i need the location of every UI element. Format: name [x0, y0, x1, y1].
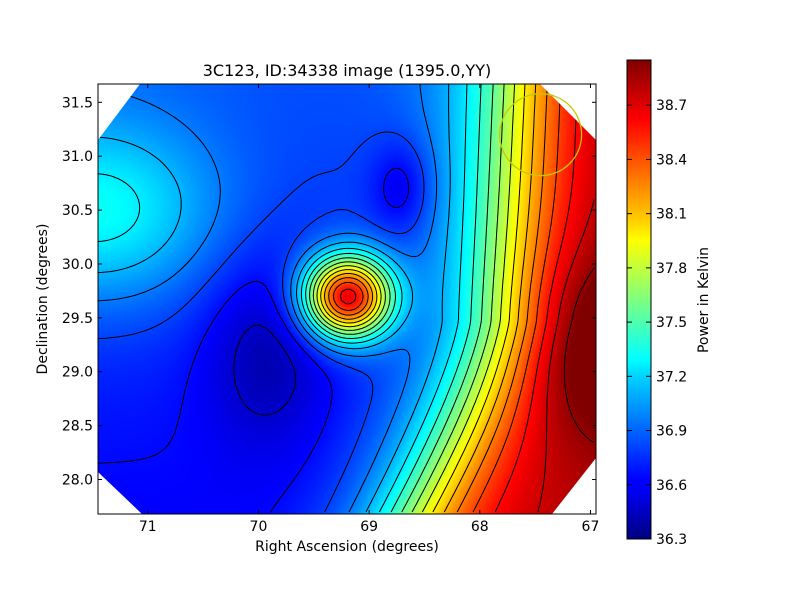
y-axis-label: Declination (degrees)	[35, 224, 51, 375]
x-tick-label: 70	[250, 519, 268, 535]
contour-line	[98, 84, 451, 513]
y-tick-label: 31.5	[62, 95, 93, 111]
contour-line	[537, 199, 595, 513]
plot-frame	[97, 83, 597, 515]
y-tick-label: 28.0	[62, 473, 93, 489]
contour-line	[316, 84, 516, 513]
colorbar-tick-label: 37.5	[656, 315, 687, 331]
x-tick-label: 71	[139, 519, 157, 535]
colorbar-tick-label: 37.8	[656, 261, 687, 277]
x-axis-label: Right Ascension (degrees)	[255, 539, 439, 555]
colorbar-tick-label: 36.9	[656, 424, 687, 440]
colorbar-tick-label: 38.4	[656, 152, 687, 168]
contour-line	[563, 267, 595, 444]
heatmap-image	[98, 84, 596, 514]
contour-line	[312, 84, 505, 513]
contour-line	[98, 167, 410, 513]
colorbar-tick-label: 36.3	[656, 532, 687, 548]
contour-line	[305, 84, 482, 513]
y-axis: 28.0 28.5 29.0 29.5 30.0 30.5 31.0 31.5	[62, 95, 596, 489]
contour-line	[324, 84, 537, 513]
contour-line	[98, 131, 425, 513]
x-tick-label: 68	[471, 519, 489, 535]
chart-title: 3C123, ID:34338 image (1395.0,YY)	[203, 61, 492, 80]
contour-lines	[98, 84, 595, 513]
contour-line	[98, 84, 468, 513]
contour-line	[233, 324, 296, 416]
colorbar-ticks: 36.3 36.6 36.9 37.2 37.5 37.8 38.1 38.4 38.7	[627, 98, 687, 548]
colorbar-gradient	[626, 59, 652, 540]
plot-area	[97, 83, 597, 515]
y-tick-label: 30.5	[62, 203, 93, 219]
colorbar-tick-label: 38.7	[656, 98, 687, 114]
y-tick-label: 29.0	[62, 365, 93, 381]
colorbar-label: Power in Kelvin	[696, 247, 712, 353]
contour-line	[320, 84, 526, 513]
beam-circle	[499, 93, 583, 177]
x-tick-label: 67	[582, 519, 600, 535]
y-tick-label: 29.5	[62, 311, 93, 327]
colorbar-tick-label: 38.1	[656, 207, 687, 223]
y-tick-label: 31.0	[62, 149, 93, 165]
y-tick-label: 30.0	[62, 257, 93, 273]
colorbar-tick-label: 36.6	[656, 478, 687, 494]
contour-line	[309, 84, 494, 513]
y-tick-label: 28.5	[62, 419, 93, 435]
colorbar: 36.3 36.6 36.9 37.2 37.5 37.8 38.1 38.4 38.7 Pow…	[626, 59, 712, 548]
contour-line	[98, 84, 438, 513]
colorbar-tick-label: 37.2	[656, 369, 687, 385]
x-tick-label: 69	[360, 519, 378, 535]
x-axis: 71 70 69 68 67	[139, 84, 599, 535]
